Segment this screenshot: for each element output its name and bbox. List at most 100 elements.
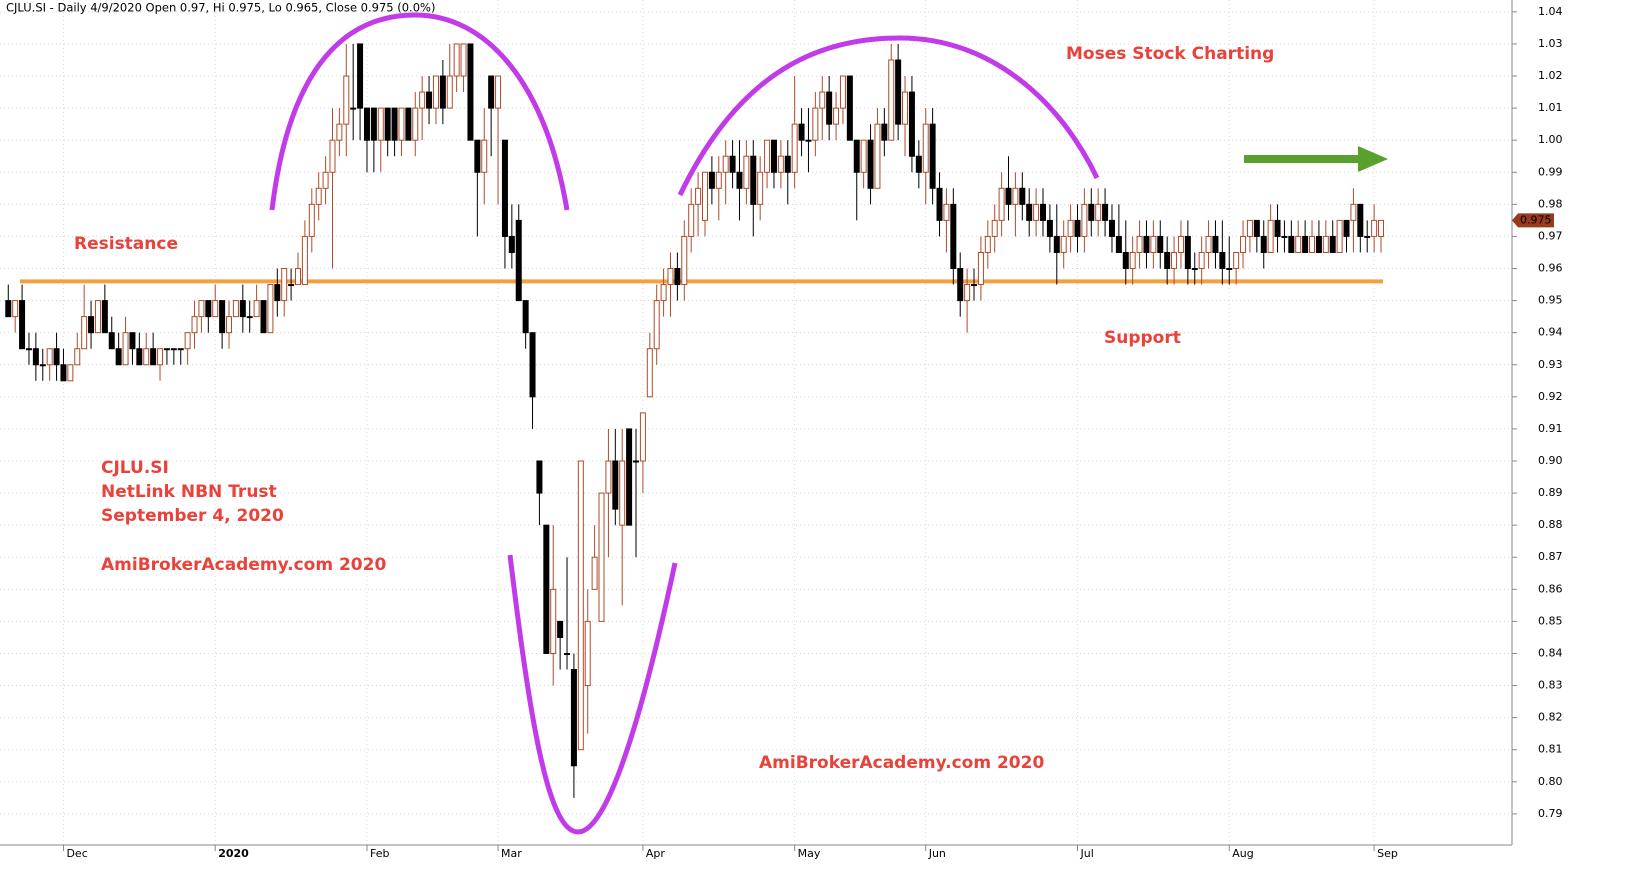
candle-body (529, 332, 536, 398)
candle-body (1350, 203, 1357, 221)
candle-body (874, 123, 881, 189)
candle-body (833, 107, 840, 125)
candle-body (1157, 235, 1164, 253)
candle-body (784, 155, 791, 173)
x-tick-label: Jun (928, 847, 946, 860)
candle-body (1191, 268, 1198, 271)
candle-body (543, 524, 550, 654)
candle-body (495, 75, 502, 109)
candle-body (1019, 187, 1026, 205)
candle-body (1281, 235, 1288, 238)
candle-body (826, 91, 833, 125)
candle-body (1357, 203, 1364, 237)
candle-body (667, 268, 674, 286)
candle-body (964, 284, 971, 302)
candle-body (81, 316, 88, 350)
candle-body (681, 235, 688, 286)
candle-body (246, 316, 253, 319)
candle-body (798, 123, 805, 141)
candle-body (460, 43, 467, 77)
candle-body (322, 171, 329, 189)
annotation: AmiBrokerAcademy.com 2020 (101, 555, 386, 575)
candle-body (1267, 219, 1274, 253)
candle-body (839, 75, 846, 109)
candle-body (363, 107, 370, 141)
candle-body (1364, 235, 1371, 238)
candle-body (232, 300, 239, 318)
candle-body (1240, 235, 1247, 253)
candle-body (902, 91, 909, 125)
candle-body (1074, 219, 1081, 237)
candle-body (1067, 219, 1074, 237)
y-tick-label: 0.92 (1538, 390, 1563, 403)
candle-body (1171, 251, 1178, 270)
candle-body (639, 412, 646, 462)
candle-body (950, 203, 957, 270)
candle-body (1329, 235, 1336, 253)
y-tick-label: 1.03 (1538, 37, 1563, 50)
candle-body (370, 107, 377, 141)
candle-body (1309, 235, 1316, 253)
candle-body (791, 123, 798, 173)
candle-body (108, 332, 115, 350)
candle-body (1115, 235, 1122, 253)
candle-body (508, 235, 515, 253)
candle-body (384, 107, 391, 141)
candle-body (1288, 235, 1295, 253)
candle-body (853, 139, 860, 173)
x-tick-label: Feb (370, 847, 389, 860)
candle-body (653, 300, 660, 350)
x-tick-label: Apr (646, 847, 666, 860)
candle-body (391, 107, 398, 141)
arc-right-top (677, 35, 1100, 197)
candle-body (212, 300, 219, 318)
candle-body (1088, 203, 1095, 221)
x-tick-label: Jul (1079, 847, 1093, 860)
annotation: AmiBrokerAcademy.com 2020 (759, 753, 1044, 773)
candle-body (46, 348, 53, 366)
y-tick-label: 0.98 (1538, 197, 1563, 210)
price-tag (1512, 213, 1554, 228)
candle-body (577, 460, 584, 751)
candle-body (1012, 187, 1019, 205)
candle-body (736, 171, 743, 189)
candle-body (1253, 219, 1260, 237)
candle-body (501, 139, 508, 237)
candle-body (25, 348, 32, 351)
candle-body (998, 187, 1005, 221)
candle-body (515, 219, 522, 302)
candle-body (1274, 219, 1281, 237)
candle-body (412, 107, 419, 141)
y-tick-label: 1.04 (1538, 5, 1563, 18)
candle-body (1136, 235, 1143, 253)
y-tick-label: 1.02 (1538, 69, 1563, 82)
candle-body (74, 348, 81, 366)
candle-body (1295, 235, 1302, 253)
candle-body (522, 300, 529, 334)
candle-body (198, 300, 205, 318)
candle-body (1102, 203, 1109, 221)
candle-body (336, 123, 343, 141)
candle-body (564, 652, 571, 655)
y-tick-label: 0.95 (1538, 294, 1563, 307)
candle-body (288, 284, 295, 287)
candle-body (688, 203, 695, 237)
candle-body (626, 428, 633, 526)
candle-body (1233, 251, 1240, 270)
candle-body (660, 284, 667, 302)
y-tick-label: 1.01 (1538, 101, 1563, 114)
candle-body (957, 268, 964, 302)
candle-body (446, 75, 453, 109)
candle-body (1033, 203, 1040, 221)
candle-body (619, 460, 626, 526)
candle-body (1205, 235, 1212, 253)
candle-body (205, 300, 212, 318)
candle-body (612, 460, 619, 510)
candle-body (1219, 251, 1226, 270)
candle-body (191, 316, 198, 334)
candle-body (584, 620, 591, 687)
candle-body (888, 59, 895, 141)
candle-body (846, 75, 853, 141)
candle-body (701, 171, 708, 221)
candle-body (357, 43, 364, 109)
